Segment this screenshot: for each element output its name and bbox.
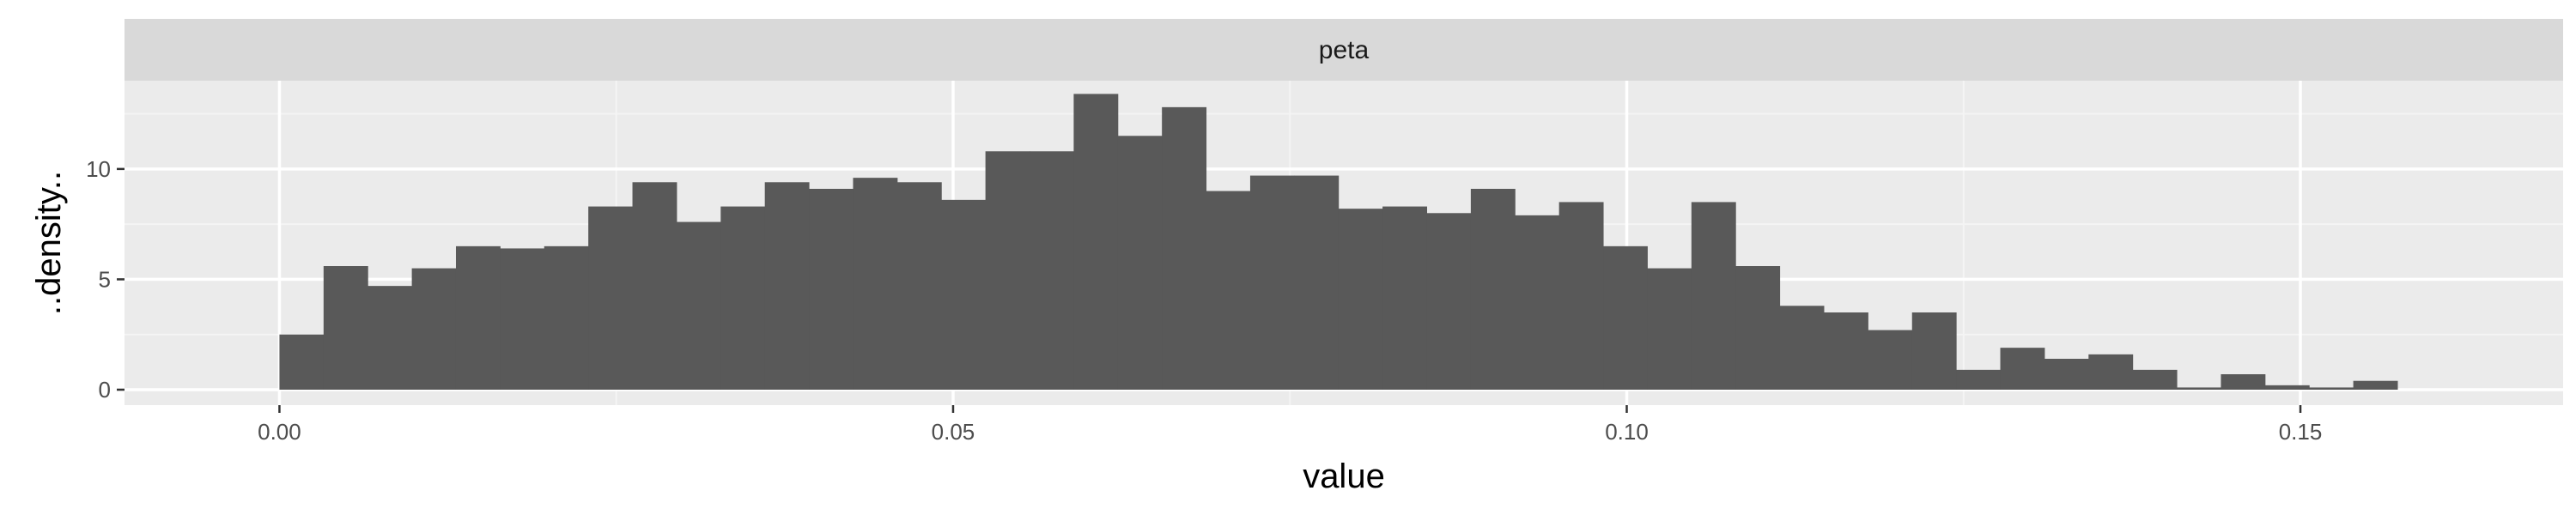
y-tick-label: 10	[86, 156, 111, 182]
y-tick-label: 0	[99, 377, 111, 403]
histogram-bar	[896, 182, 942, 390]
histogram-bar	[1382, 206, 1427, 390]
histogram-bar	[411, 268, 457, 390]
histogram-bar	[1647, 268, 1692, 390]
x-tick-label: 0.10	[1605, 419, 1649, 445]
histogram-bar	[588, 206, 634, 390]
histogram-bar	[279, 334, 325, 390]
histogram-bar	[720, 206, 766, 390]
facet-strip-background	[125, 19, 2563, 81]
histogram-bar	[1603, 245, 1648, 390]
histogram-bar	[323, 266, 368, 390]
histogram-bar	[1030, 151, 1074, 391]
facet-strip: peta	[125, 19, 2563, 81]
histogram-bar	[1426, 213, 1472, 390]
histogram-bar	[1338, 209, 1383, 390]
facet-label: peta	[1319, 36, 1370, 64]
histogram-bar	[632, 182, 677, 390]
histogram-bar	[2088, 354, 2134, 390]
y-tick-label: 5	[99, 266, 111, 292]
histogram-bar	[2264, 385, 2310, 390]
histogram-bar	[1868, 330, 1913, 390]
histogram-bar	[1294, 175, 1340, 390]
histogram-bar	[1515, 215, 1560, 390]
histogram-bar	[985, 151, 1030, 391]
histogram-bar	[676, 221, 721, 390]
histogram-bar	[2353, 380, 2398, 390]
histogram-bar	[2044, 359, 2089, 390]
histogram-bar	[1162, 106, 1207, 390]
histogram-bar	[500, 248, 545, 390]
x-tick-label: 0.15	[2279, 419, 2323, 445]
histogram-bar	[1073, 94, 1119, 390]
histogram-bar	[2221, 374, 2266, 390]
histogram-bar	[1470, 189, 1516, 390]
y-axis: 0 5 10	[86, 156, 125, 403]
x-axis-title: value	[1303, 457, 1385, 495]
histogram-bar	[941, 199, 987, 390]
histogram-bar	[455, 245, 501, 390]
histogram-bar	[764, 182, 810, 390]
histogram-bars	[279, 94, 2398, 391]
histogram-bar	[1117, 136, 1163, 391]
histogram-bar	[1823, 312, 1868, 390]
x-tick-label: 0.05	[932, 419, 975, 445]
histogram-bar	[1911, 312, 1957, 390]
x-axis: 0.00 0.05 0.10 0.15	[258, 405, 2322, 445]
histogram-bar	[1779, 306, 1825, 390]
histogram-bar	[1558, 202, 1604, 390]
histogram-bar	[1691, 202, 1736, 390]
y-axis-title: ..density..	[30, 171, 68, 315]
histogram-bar	[544, 245, 589, 390]
histogram-bar	[853, 178, 898, 390]
histogram-bar	[1206, 191, 1251, 390]
histogram-bar	[1956, 369, 2002, 390]
histogram-bar	[368, 286, 413, 390]
histogram-bar	[2177, 387, 2221, 390]
histogram-bar	[809, 189, 854, 390]
x-tick-label: 0.00	[258, 419, 301, 445]
histogram-bar	[1735, 266, 1781, 390]
histogram-bar	[2309, 387, 2354, 390]
histogram-bar	[2000, 348, 2045, 390]
histogram-bar	[1249, 175, 1295, 390]
histogram-bar	[2132, 369, 2178, 390]
